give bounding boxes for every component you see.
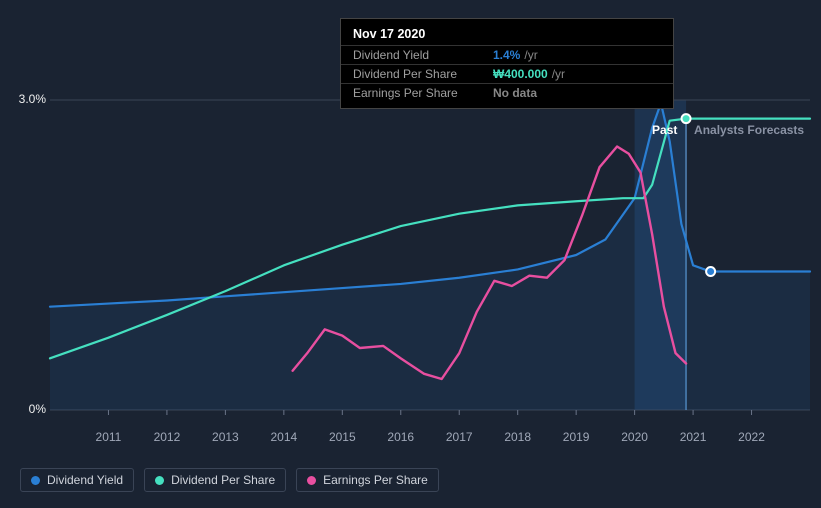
x-axis-label: 2015 [329, 430, 356, 444]
tooltip-row-unit: /yr [552, 67, 565, 81]
chart-legend: Dividend Yield Dividend Per Share Earnin… [20, 468, 439, 492]
tooltip-row: Earnings Per Share No data [341, 83, 673, 102]
tooltip-row-value: No data [493, 86, 537, 100]
y-axis-label: 3.0% [6, 92, 46, 106]
legend-item-earnings-per-share[interactable]: Earnings Per Share [296, 468, 439, 492]
x-axis-label: 2016 [387, 430, 414, 444]
legend-item-label: Dividend Per Share [171, 473, 275, 487]
legend-item-dividend-yield[interactable]: Dividend Yield [20, 468, 134, 492]
legend-dot-icon [31, 476, 40, 485]
tooltip-row-unit: /yr [524, 48, 537, 62]
tooltip-title: Nov 17 2020 [341, 25, 673, 45]
x-axis-label: 2022 [738, 430, 765, 444]
x-axis-label: 2018 [504, 430, 531, 444]
legend-item-label: Earnings Per Share [323, 473, 428, 487]
legend-item-dividend-per-share[interactable]: Dividend Per Share [144, 468, 286, 492]
tooltip-row: Dividend Yield 1.4% /yr [341, 45, 673, 64]
x-axis-label: 2019 [563, 430, 590, 444]
x-axis-label: 2012 [154, 430, 181, 444]
tooltip-row-label: Dividend Yield [353, 48, 493, 62]
tooltip-row-label: Dividend Per Share [353, 67, 493, 81]
x-axis-label: 2013 [212, 430, 239, 444]
tooltip-row-value: ₩400.000 [493, 67, 548, 81]
past-region-label: Past [652, 123, 677, 137]
chart-tooltip: Nov 17 2020 Dividend Yield 1.4% /yr Divi… [340, 18, 674, 109]
x-axis-label: 2021 [680, 430, 707, 444]
legend-dot-icon [307, 476, 316, 485]
x-axis-label: 2014 [270, 430, 297, 444]
x-axis-label: 2011 [96, 430, 122, 444]
y-axis-label: 0% [6, 402, 46, 416]
tooltip-row-label: Earnings Per Share [353, 86, 493, 100]
tooltip-row-value: 1.4% [493, 48, 520, 62]
legend-dot-icon [155, 476, 164, 485]
tooltip-row: Dividend Per Share ₩400.000 /yr [341, 64, 673, 83]
x-axis-label: 2020 [621, 430, 648, 444]
legend-item-label: Dividend Yield [47, 473, 123, 487]
x-axis-label: 2017 [446, 430, 473, 444]
forecast-region-label: Analysts Forecasts [694, 123, 804, 137]
